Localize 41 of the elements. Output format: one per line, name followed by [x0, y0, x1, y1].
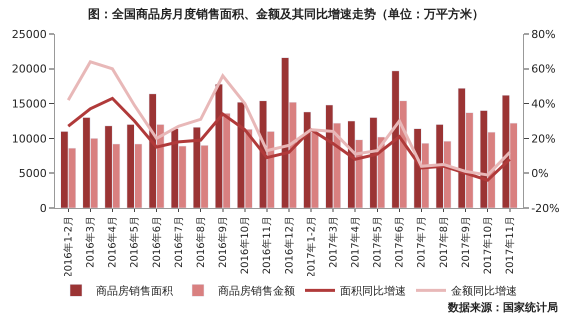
chart-title: 图：全国商品房月度销售面积、金额及其同比增速走势（单位：万平方米）: [88, 7, 484, 21]
line-series: [66, 60, 512, 176]
x-tick-label: 2016年1-2月: [62, 216, 74, 278]
x-tick-label: 2017年1-2月: [305, 216, 318, 278]
x-tick-label: 2016年11月: [261, 216, 274, 274]
x-tick-label: 2016年9月: [217, 216, 230, 268]
x-tick-label: 2016年8月: [194, 216, 207, 268]
legend-label: 商品房销售面积: [96, 284, 173, 298]
y2-tick-label: 60%: [531, 62, 556, 76]
y-tick-label: 10000: [12, 132, 47, 146]
y2-tick-label: 0%: [531, 167, 549, 180]
x-tick-label: 2016年10月: [239, 216, 252, 274]
legend-label: 商品房销售金额: [218, 284, 295, 298]
x-tick-label: 2016年4月: [106, 216, 119, 268]
x-tick-label: 2017年9月: [460, 216, 472, 268]
legend-label: 金额同比增速: [451, 284, 517, 298]
x-tick-label: 2016年7月: [172, 216, 185, 268]
x-tick-label: 2017年6月: [394, 216, 406, 268]
y2-tick-label: 20%: [531, 132, 556, 146]
x-tick-label: 2017年8月: [438, 216, 450, 268]
x-tick-label: 2017年5月: [372, 216, 384, 268]
y-tick-label: 5000: [18, 167, 47, 180]
line-series: [66, 96, 512, 182]
x-tick-label: 2016年12月: [283, 216, 296, 274]
x-tick-label: 2016年6月: [150, 216, 163, 268]
y-tick-label: 20000: [12, 62, 47, 76]
x-tick-label: 2016年5月: [128, 216, 141, 268]
y2-tick-label: -20%: [531, 202, 560, 215]
x-tick-label: 2016年3月: [84, 216, 97, 268]
x-tick-label: 2017年10月: [482, 216, 494, 274]
source-note: 数据来源：国家统计局: [447, 301, 558, 314]
x-tick-label: 2017年11月: [504, 216, 516, 274]
x-tick-label: 2017年7月: [416, 216, 428, 268]
legend-label: 面积同比增速: [340, 284, 406, 298]
y-tick-label: 0: [40, 202, 47, 215]
y-tick-label: 15000: [12, 97, 47, 110]
x-tick-label: 2017年3月: [327, 216, 340, 268]
y2-tick-label: 80%: [531, 28, 556, 41]
y-tick-label: 25000: [12, 28, 47, 41]
y2-tick-label: 40%: [531, 97, 556, 110]
x-tick-label: 2017年4月: [349, 216, 362, 268]
